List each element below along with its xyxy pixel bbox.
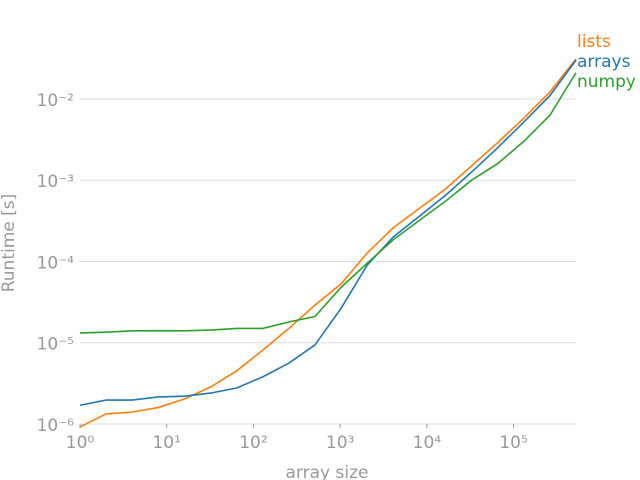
series-line — [79, 58, 577, 428]
legend-label: arrays — [577, 52, 631, 72]
y-tick-label: 10⁻² — [37, 91, 74, 111]
series-line — [79, 59, 577, 407]
x-tick-label: 10⁰ — [66, 433, 95, 453]
y-tick-label: 10⁻⁴ — [37, 253, 75, 273]
x-tick-label: 10⁵ — [499, 433, 527, 453]
x-axis-label: array size — [286, 463, 369, 480]
x-tick-label: 10³ — [326, 433, 354, 453]
legend-label: numpy — [577, 72, 636, 92]
series-line — [79, 72, 577, 334]
legend-label: lists — [577, 32, 611, 52]
x-tick-label: 10¹ — [152, 433, 180, 453]
x-tick-label: 10² — [239, 433, 267, 453]
y-tick-label: 10⁻⁶ — [37, 416, 75, 436]
x-tick-label: 10⁴ — [413, 433, 442, 453]
y-tick-label: 10⁻⁵ — [37, 335, 74, 355]
y-axis-label: Runtime [s] — [0, 194, 19, 293]
y-tick-label: 10⁻³ — [37, 172, 74, 192]
